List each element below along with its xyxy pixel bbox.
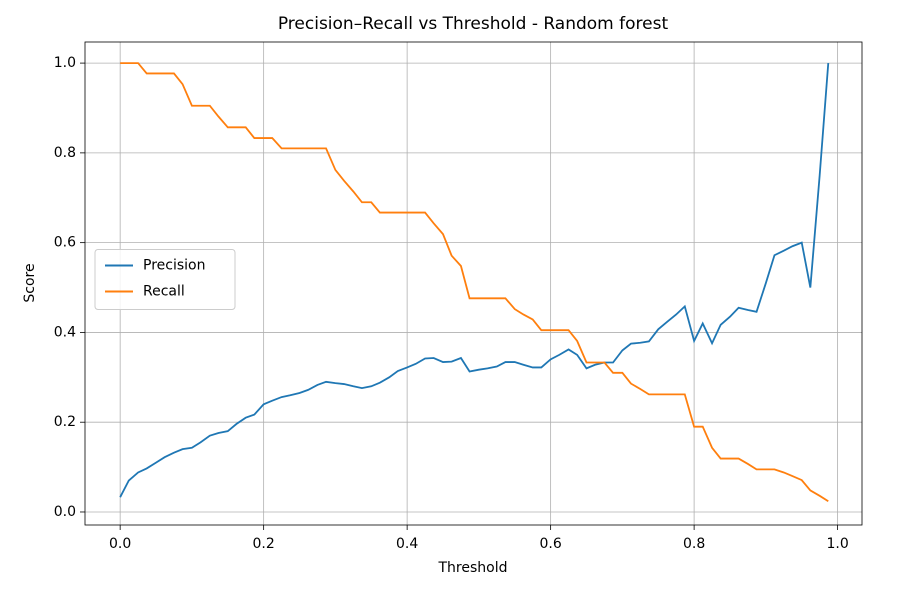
x-tick-label: 0.6	[539, 536, 561, 552]
legend-label: Recall	[143, 284, 185, 300]
y-tick-label: 0.6	[54, 235, 76, 251]
y-tick-label: 1.0	[54, 55, 76, 71]
legend-label: Precision	[143, 258, 205, 274]
chart-title: Precision–Recall vs Threshold - Random f…	[278, 14, 669, 34]
y-tick-label: 0.4	[54, 324, 76, 340]
y-tick-label: 0.8	[54, 145, 76, 161]
data-line	[120, 62, 829, 502]
data-line	[119, 63, 830, 498]
y-axis-label: Score	[22, 263, 38, 302]
x-tick-label: 0.8	[683, 536, 705, 552]
x-tick-label: 0.0	[109, 536, 131, 552]
plot-frame	[84, 41, 863, 526]
y-tick-label: 0.0	[54, 504, 76, 520]
y-tick-label: 0.2	[54, 414, 76, 430]
x-tick-label: 0.4	[396, 536, 418, 552]
x-tick-label: 1.0	[826, 536, 848, 552]
x-tick-label: 0.2	[253, 536, 275, 552]
x-axis-label: Threshold	[438, 560, 508, 576]
